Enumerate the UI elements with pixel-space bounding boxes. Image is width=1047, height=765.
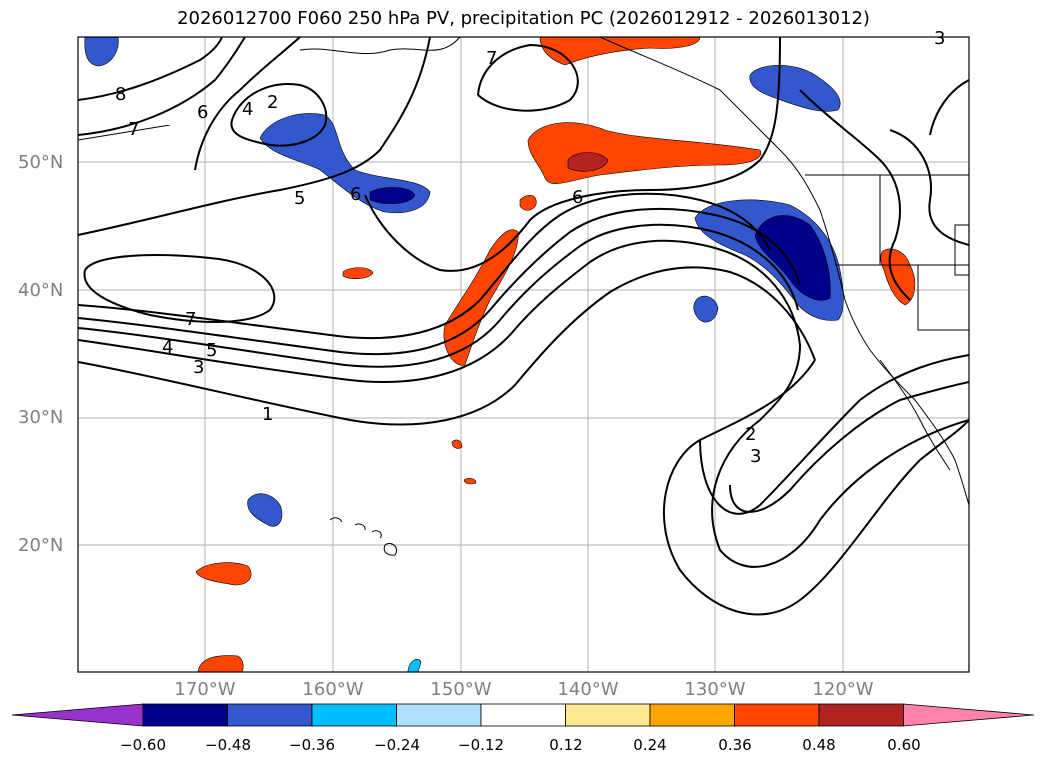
contour-labels: 8 7 6 4 2 5 6 7 7 5 4 3 1 6 2 3 3 [115, 28, 945, 467]
contour-label: 2 [745, 424, 756, 445]
map-border [77, 36, 970, 673]
colorbar-segment [396, 703, 482, 727]
pv-contour-outer-loop [662, 359, 969, 616]
colorbar-tick-label: 0.36 [718, 736, 752, 754]
orange-region-gulf-band [527, 122, 762, 184]
blue-region-subtropical [693, 295, 719, 323]
contour-label: 8 [115, 84, 126, 105]
lon-label-170w: 170°W [174, 679, 236, 700]
colorbar-segment [734, 703, 820, 727]
pv-contour-7-north [78, 37, 246, 136]
pv-contour-4-south [78, 223, 799, 368]
orange-region-bottom [197, 655, 244, 672]
contour-label: 7 [185, 309, 196, 330]
colorbar-tick-label: −0.60 [120, 736, 166, 754]
contour-label: 7 [128, 119, 139, 140]
pv-contour-1 [78, 266, 816, 426]
red-region-gulf-core [567, 152, 609, 172]
lat-label-30n: 30°N [18, 407, 64, 428]
orange-region-california [880, 248, 916, 306]
orange-region-north [539, 37, 701, 66]
negative-pc-regions [84, 37, 844, 672]
colorbar-tick-label: −0.24 [374, 736, 420, 754]
colorbar-tick-label: 0.12 [549, 736, 583, 754]
colorbar-tick-label: −0.12 [458, 736, 504, 754]
pv-contour-ring [230, 83, 328, 147]
colorbar-segment [649, 703, 735, 727]
pv-contour-north-east-1 [799, 89, 911, 301]
lon-label-140w: 140°W [557, 679, 619, 700]
pv-contour-5 [78, 37, 431, 236]
colorbar-tick-label: −0.48 [205, 736, 251, 754]
contour-label: 3 [934, 28, 945, 49]
pv-contour-north-east-3 [929, 79, 969, 136]
contour-label: 1 [262, 404, 273, 425]
pv-contour-inner-loop [711, 419, 969, 568]
colorbar-tick-label: 0.48 [802, 736, 836, 754]
pv-contour-2-east [699, 354, 969, 515]
pv-contour-7-south [78, 192, 771, 340]
coastline-alaska [78, 37, 821, 211]
contour-label: 5 [294, 188, 305, 209]
lat-label-40n: 40°N [18, 280, 64, 301]
lon-label-160w: 160°W [302, 679, 364, 700]
colorbar [11, 703, 1035, 727]
positive-pc-regions [195, 37, 916, 672]
colorbar-tick-label: 0.24 [633, 736, 667, 754]
lon-label-150w: 150°W [430, 679, 492, 700]
coastline-baja [879, 359, 951, 471]
contour-label: 6 [572, 187, 583, 208]
orange-region-small-3 [463, 478, 477, 485]
blue-region-far-north-west [84, 37, 119, 67]
colorbar-segment [311, 703, 397, 727]
pv-contour-7-loop [83, 254, 276, 323]
blue-region-hawaii [247, 493, 283, 527]
colorbar-extend-high [903, 703, 1035, 727]
blue-region-bc-north [749, 65, 841, 112]
orange-region-small-1 [342, 267, 374, 279]
pv-contour-6-north [194, 37, 301, 171]
lat-label-20n: 20°N [18, 535, 64, 556]
pv-contour-5-south [78, 207, 801, 356]
contour-label: 3 [750, 446, 761, 467]
lat-label-50n: 50°N [18, 152, 64, 173]
orange-region-south-west [195, 562, 252, 586]
contour-label: 4 [162, 337, 173, 358]
colorbar-segment [480, 703, 566, 727]
orange-region-ar-tip [519, 194, 537, 211]
pv-contour-north-east-2 [889, 129, 969, 246]
colorbar-extend-low [11, 703, 144, 727]
gridlines [78, 37, 969, 672]
contour-label: 6 [197, 102, 208, 123]
colorbar-tick-label: 0.60 [887, 736, 921, 754]
coastlines [78, 37, 969, 556]
contour-label: 4 [242, 99, 253, 120]
contour-label: 6 [350, 184, 361, 205]
hawaii-islands [329, 517, 398, 556]
pv-contour-3-south [78, 239, 802, 421]
blue-region-south [407, 658, 422, 672]
pv-contour-7-mid [477, 43, 579, 112]
state-borders [805, 174, 969, 331]
colorbar-segment [818, 703, 904, 727]
blue-region-gulf-core [369, 187, 416, 204]
colorbar-segment [565, 703, 651, 727]
lon-label-130w: 130°W [684, 679, 746, 700]
blue-region-pnw-core [754, 215, 831, 301]
orange-region-small-2 [451, 439, 463, 449]
pv-contour-8 [78, 37, 223, 101]
contour-label: 2 [267, 92, 278, 113]
pv-contour-3-east [729, 381, 969, 513]
colorbar-tick-label: −0.36 [289, 736, 335, 754]
contour-label: 7 [486, 48, 497, 69]
pv-contours [78, 37, 969, 616]
lon-label-120w: 120°W [812, 679, 874, 700]
contour-label: 5 [206, 340, 217, 361]
colorbar-segment [227, 703, 313, 727]
contour-label: 3 [193, 357, 204, 378]
colorbar-segment [142, 703, 228, 727]
map-title: 2026012700 F060 250 hPa PV, precipitatio… [177, 8, 870, 29]
pv-contour-6-mid [364, 37, 781, 272]
